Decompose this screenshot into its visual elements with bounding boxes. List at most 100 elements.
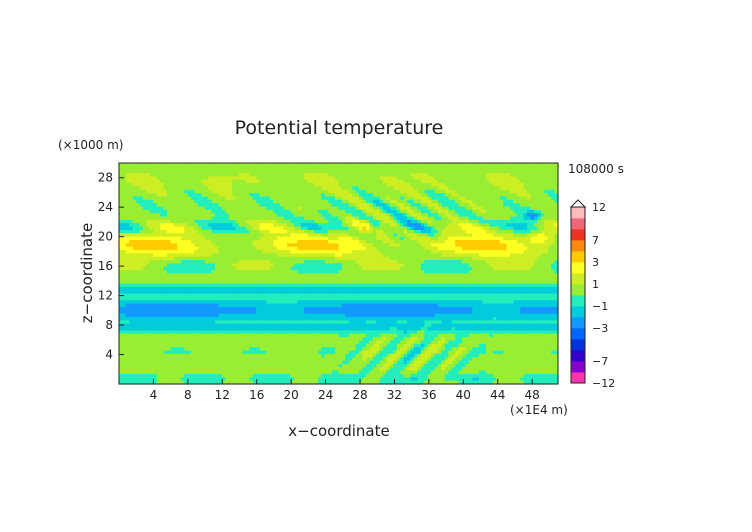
field-cell bbox=[259, 203, 264, 208]
field-cell bbox=[125, 246, 130, 251]
field-cell bbox=[393, 173, 398, 177]
field-cell bbox=[283, 250, 288, 255]
field-cell bbox=[389, 260, 394, 265]
field-cell bbox=[132, 246, 137, 251]
field-cell bbox=[413, 260, 418, 265]
field-cell bbox=[180, 223, 185, 228]
field-cell bbox=[290, 176, 295, 181]
field-cell bbox=[331, 209, 336, 214]
field-cell bbox=[372, 173, 377, 177]
field-cell bbox=[362, 176, 367, 181]
field-cell bbox=[386, 209, 391, 214]
field-cell bbox=[444, 186, 449, 191]
field-cell bbox=[372, 176, 377, 181]
field-cell bbox=[424, 196, 429, 201]
field-cell bbox=[352, 179, 357, 184]
field-cell bbox=[311, 246, 316, 251]
field-cell bbox=[458, 219, 463, 224]
field-cell bbox=[143, 263, 148, 268]
field-cell bbox=[341, 253, 346, 258]
field-cell bbox=[417, 193, 422, 198]
field-cell bbox=[554, 196, 559, 201]
field-cell bbox=[434, 226, 439, 231]
field-cell bbox=[167, 240, 172, 244]
field-cell bbox=[119, 263, 124, 268]
field-cell bbox=[407, 199, 412, 204]
field-cell bbox=[307, 193, 312, 198]
field-cell bbox=[400, 246, 405, 251]
field-cell bbox=[400, 189, 405, 194]
field-cell bbox=[516, 216, 521, 221]
field-cell bbox=[211, 166, 216, 171]
field-cell bbox=[468, 186, 473, 191]
field-cell bbox=[167, 226, 172, 231]
field-cell bbox=[146, 196, 151, 201]
field-cell bbox=[431, 250, 436, 255]
field-cell bbox=[376, 163, 381, 167]
field-cell bbox=[424, 243, 429, 248]
field-cell bbox=[492, 179, 497, 184]
field-cell bbox=[235, 216, 240, 221]
field-cell bbox=[455, 199, 460, 204]
field-cell bbox=[410, 196, 415, 201]
field-cell bbox=[379, 186, 384, 191]
field-cell bbox=[352, 199, 357, 204]
field-cell bbox=[197, 183, 202, 188]
field-cell bbox=[551, 206, 556, 211]
field-cell bbox=[218, 206, 223, 211]
field-cell bbox=[455, 229, 460, 234]
field-cell bbox=[503, 253, 508, 258]
field-cell bbox=[160, 169, 165, 174]
field-cell bbox=[516, 189, 521, 194]
field-cell bbox=[413, 219, 418, 224]
field-cell bbox=[256, 236, 261, 241]
field-cell bbox=[239, 253, 244, 258]
field-cell bbox=[345, 250, 350, 255]
field-cell bbox=[139, 199, 144, 204]
field-cell bbox=[211, 240, 216, 244]
field-cell bbox=[424, 233, 429, 238]
field-cell bbox=[533, 260, 539, 265]
field-cell bbox=[509, 256, 515, 261]
field-cell bbox=[197, 166, 202, 171]
field-cell bbox=[191, 236, 196, 241]
field-cell bbox=[489, 246, 494, 251]
field-cell bbox=[252, 263, 257, 268]
field-cell bbox=[173, 176, 178, 181]
field-cell bbox=[458, 183, 463, 188]
field-cell bbox=[163, 226, 168, 231]
field-cell bbox=[263, 223, 268, 228]
field-cell bbox=[547, 179, 552, 184]
field-cell bbox=[400, 250, 405, 255]
field-cell bbox=[191, 199, 196, 204]
field-cell bbox=[218, 260, 223, 265]
field-cell bbox=[489, 223, 494, 228]
field-cell bbox=[160, 243, 165, 248]
field-cell bbox=[283, 193, 288, 198]
field-cell bbox=[475, 176, 480, 181]
field-cell bbox=[520, 219, 525, 224]
field-cell bbox=[256, 250, 261, 255]
field-cell bbox=[191, 206, 196, 211]
field-cell bbox=[218, 216, 223, 221]
field-cell bbox=[280, 166, 285, 171]
field-cell bbox=[479, 193, 484, 198]
field-cell bbox=[547, 196, 552, 201]
field-cell bbox=[396, 233, 401, 238]
field-cell bbox=[163, 216, 168, 221]
field-cell bbox=[283, 186, 288, 191]
field-cell bbox=[225, 203, 230, 208]
field-cell bbox=[293, 163, 298, 167]
field-cell bbox=[156, 173, 161, 177]
field-cell bbox=[369, 233, 374, 238]
field-cell bbox=[211, 229, 216, 234]
field-cell bbox=[389, 229, 394, 234]
field-cell bbox=[465, 250, 470, 255]
field-cell bbox=[496, 196, 501, 201]
field-cell bbox=[180, 229, 185, 234]
field-cell bbox=[383, 176, 388, 181]
field-cell bbox=[503, 196, 508, 201]
field-cell bbox=[455, 260, 460, 265]
field-cell bbox=[252, 196, 257, 201]
field-cell bbox=[245, 229, 250, 234]
